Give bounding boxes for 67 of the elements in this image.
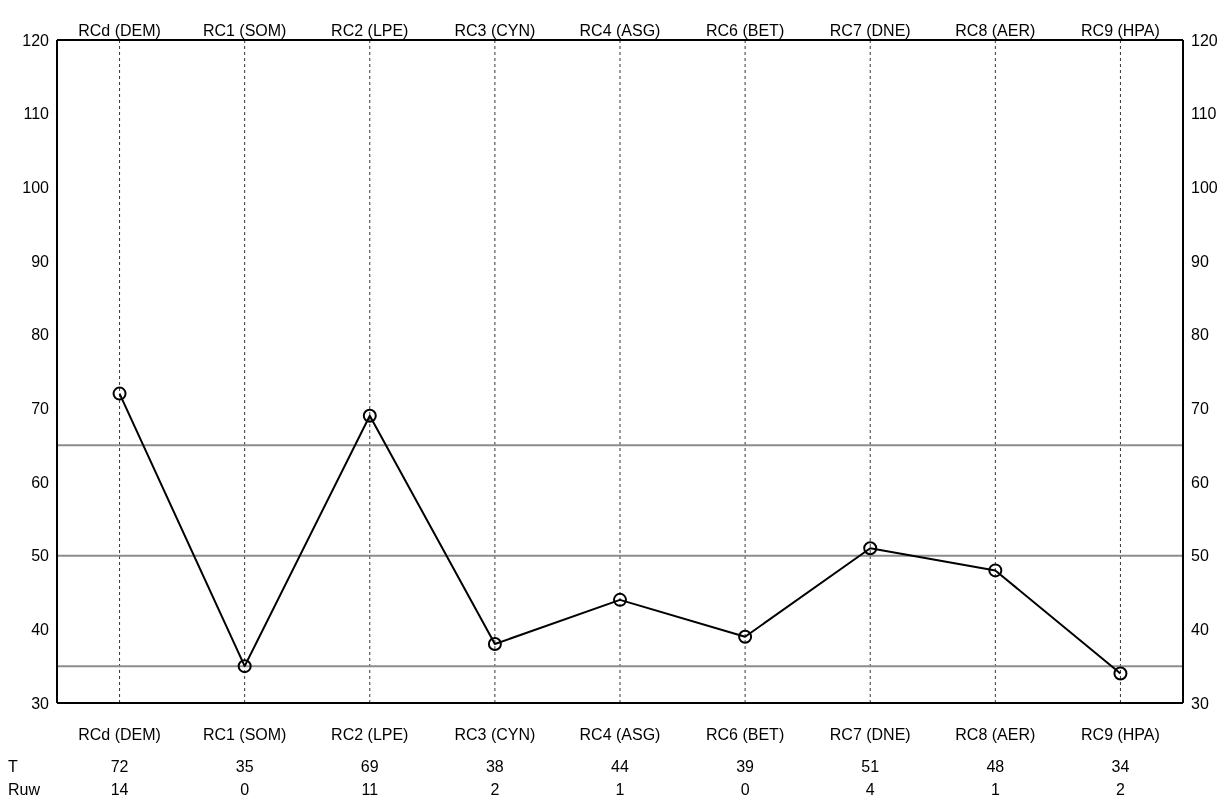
y2-tick-label: 30 [1191, 694, 1209, 712]
text: 0 [739, 781, 751, 799]
x-tick-label: RC9 (HPA) [1081, 22, 1160, 39]
point [613, 592, 627, 607]
data-label: 39 [735, 758, 755, 776]
y2-tick-label: 80 [1191, 326, 1209, 344]
point [988, 563, 1003, 578]
text: T [8, 758, 18, 776]
text: 0 [239, 781, 251, 799]
category-label: RC3 (CYN) [454, 726, 536, 744]
data-label: 51 [860, 758, 881, 776]
y-tick-label: 80 [31, 326, 50, 344]
text: 14 [109, 781, 130, 799]
category-label: RC6 (BET) [705, 726, 785, 744]
point [487, 637, 502, 652]
point [738, 629, 753, 644]
text: 2 [489, 781, 501, 799]
y-tick-label: 60 [31, 473, 50, 491]
y-tick-label: 120 [22, 31, 50, 49]
x-tick-label: RC1 (SOM) [202, 22, 287, 39]
text: 1 [614, 781, 626, 799]
category-label: RC1 (SOM) [202, 726, 287, 744]
data-label: 72 [109, 758, 130, 776]
y2-tick-label: 100 [1191, 179, 1218, 197]
text: 11 [360, 781, 380, 799]
x-tick-label: RC6 (BET) [705, 22, 785, 39]
x-tick-label: RC8 (AER) [955, 22, 1036, 39]
category-label: RC8 (AER) [955, 726, 1036, 744]
data-label: 35 [234, 758, 255, 776]
data-label: 48 [985, 758, 1006, 776]
category-label: RC4 (ASG) [579, 726, 661, 744]
y2-tick-label: 90 [1191, 252, 1209, 270]
data-label: 44 [610, 758, 630, 776]
y-tick-label: 110 [23, 105, 50, 123]
y2-tick-label: 50 [1191, 547, 1209, 565]
y2-tick-label: 60 [1191, 473, 1209, 491]
x-tick-label: RC7 (DNE) [829, 22, 911, 39]
x-tick-label: RCd (DEM) [78, 22, 161, 39]
y-tick-label: 40 [31, 621, 50, 639]
y2-tick-label: 40 [1191, 621, 1209, 639]
x-tick-label: RC2 (LPE) [331, 22, 409, 39]
y-tick-label: 50 [31, 547, 50, 565]
y-tick-label: 100 [22, 179, 50, 197]
x-tick-label: RC4 (ASG) [579, 22, 661, 39]
data-label: 38 [484, 758, 505, 776]
point [237, 659, 252, 674]
y2-tick-label: 110 [1191, 105, 1217, 123]
text: 2 [1115, 781, 1126, 799]
y2-tick-label: 70 [1191, 400, 1209, 418]
x-tick-label: RC3 (CYN) [454, 22, 536, 39]
y-tick-label: 30 [31, 694, 50, 712]
text: 4 [864, 781, 876, 799]
text: Ruw [8, 781, 41, 799]
y-tick-label: 70 [31, 400, 50, 418]
data-label: 34 [1110, 758, 1131, 776]
text: 1 [989, 781, 1001, 799]
point [863, 541, 878, 556]
data-label: 69 [359, 758, 380, 776]
category-label: RC9 (HPA) [1081, 726, 1160, 744]
category-label: RC2 (LPE) [331, 726, 409, 744]
y2-tick-label: 120 [1191, 31, 1218, 49]
category-label: RCd (DEM) [78, 726, 161, 744]
point [112, 386, 127, 401]
point [1113, 666, 1128, 681]
y-tick-label: 90 [31, 252, 50, 270]
point [362, 408, 377, 423]
category-label: RC7 (DNE) [829, 726, 911, 744]
